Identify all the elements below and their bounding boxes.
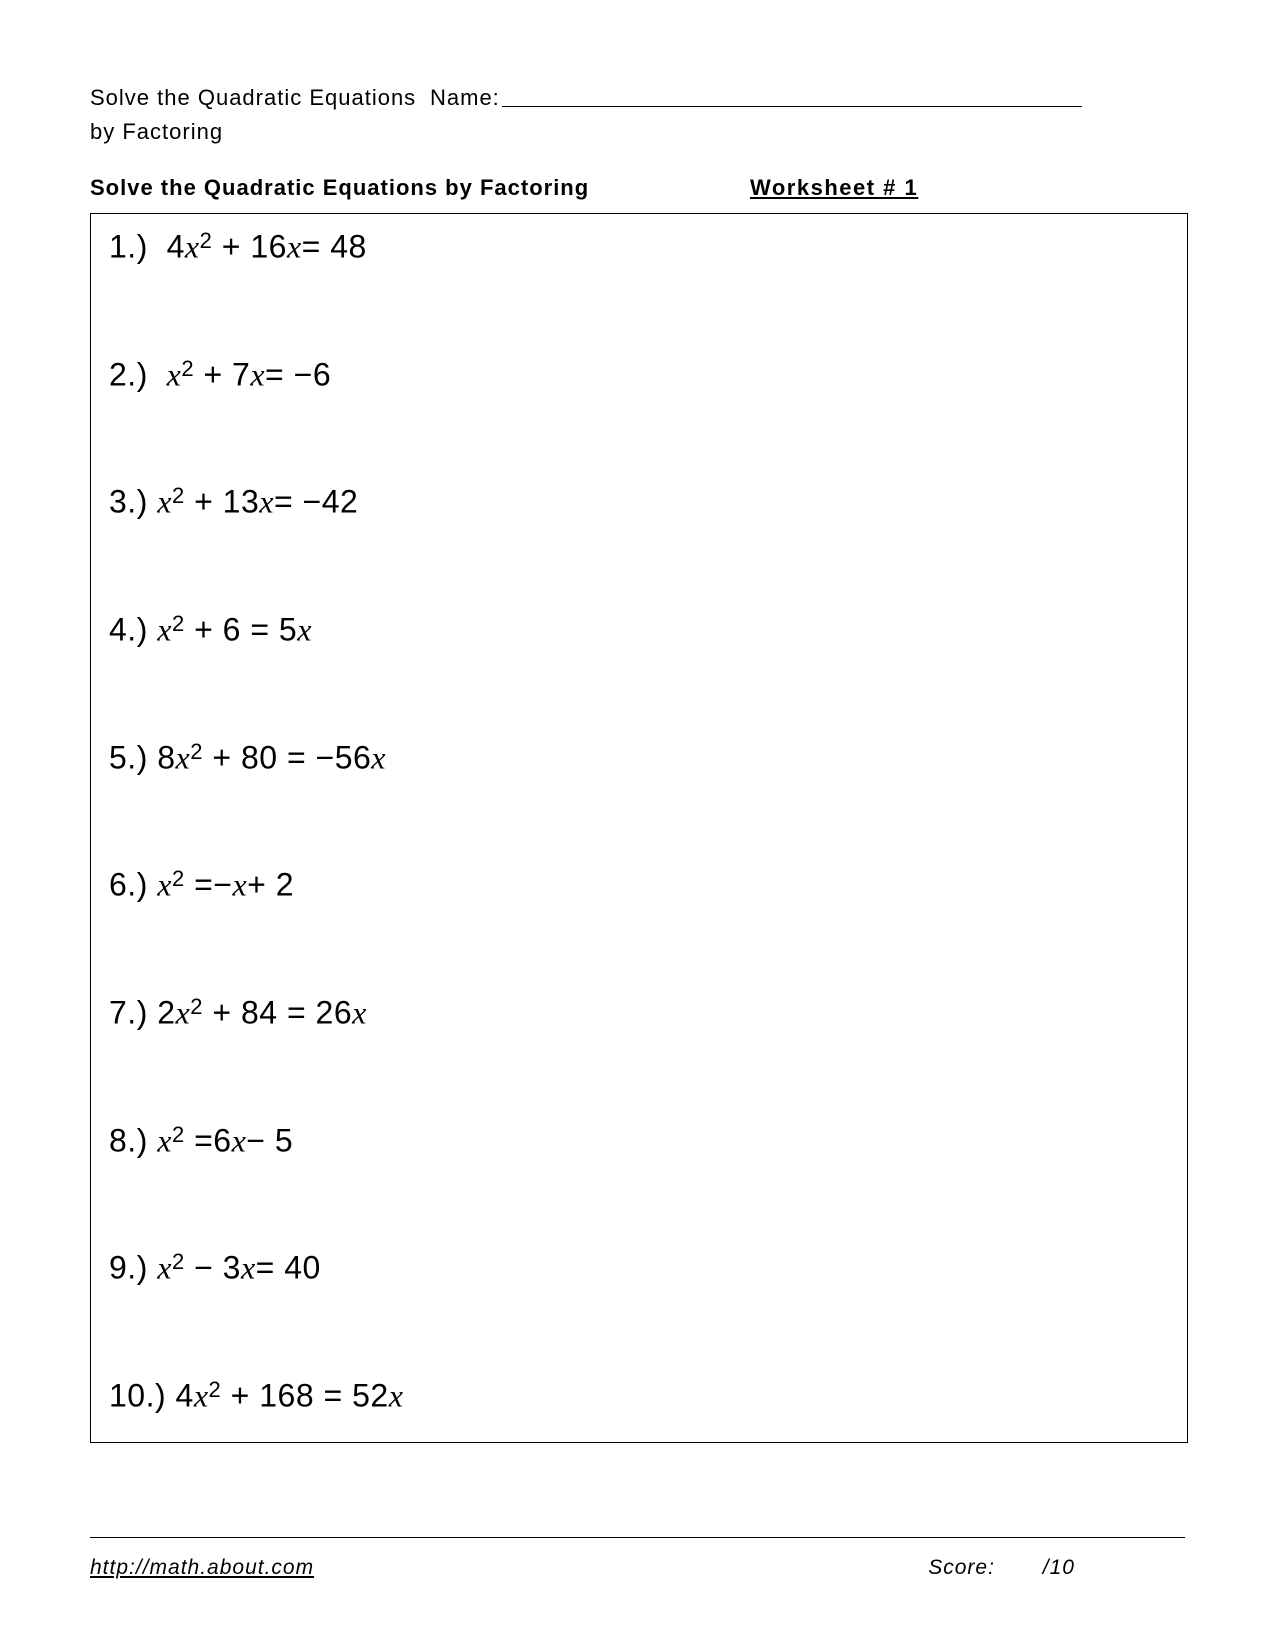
header-title-line2: by Factoring bbox=[90, 119, 1185, 145]
footer-row: http://math.about.com Score: /10 bbox=[90, 1556, 1185, 1580]
problem-box: 1.) 4x2 + 16x= 48 2.) x2 + 7x= −6 3.) x2 +… bbox=[90, 213, 1188, 1443]
header-row: Solve the Quadratic Equations Name: bbox=[90, 85, 1185, 111]
header-title-line1: Solve the Quadratic Equations bbox=[90, 85, 430, 111]
subheader-row: Solve the Quadratic Equations by Factori… bbox=[90, 175, 1185, 201]
footer-score: Score: /10 bbox=[928, 1556, 1185, 1580]
problem-8: 8.) x2 =6x− 5 bbox=[109, 1120, 1169, 1160]
score-label: Score: bbox=[928, 1556, 995, 1579]
problem-5: 5.) 8x2 + 80 = −56x bbox=[109, 737, 1169, 777]
problem-4: 4.) x2 + 6 = 5x bbox=[109, 609, 1169, 649]
name-label-text: Name: bbox=[430, 85, 500, 110]
problem-10: 10.) 4x2 + 168 = 52x bbox=[109, 1375, 1169, 1415]
problem-7: 7.) 2x2 + 84 = 26x bbox=[109, 992, 1169, 1032]
problem-6: 6.) x2 =−x+ 2 bbox=[109, 864, 1169, 904]
footer-link[interactable]: http://math.about.com bbox=[90, 1556, 314, 1580]
problem-2: 2.) x2 + 7x= −6 bbox=[109, 354, 1169, 394]
worksheet-number: Worksheet # 1 bbox=[750, 175, 918, 201]
footer-rule bbox=[90, 1537, 1185, 1538]
name-field[interactable]: Name: bbox=[430, 85, 1082, 111]
problem-9: 9.) x2 − 3x= 40 bbox=[109, 1247, 1169, 1287]
score-total: /10 bbox=[1043, 1556, 1075, 1579]
footer: http://math.about.com Score: /10 bbox=[90, 1537, 1185, 1580]
subheader-instruction: Solve the Quadratic Equations by Factori… bbox=[90, 175, 750, 201]
worksheet-page: Solve the Quadratic Equations Name: by F… bbox=[0, 0, 1275, 1650]
name-input-line[interactable] bbox=[502, 106, 1082, 107]
problem-1: 1.) 4x2 + 16x= 48 bbox=[109, 226, 1169, 266]
problem-3: 3.) x2 + 13x= −42 bbox=[109, 481, 1169, 521]
